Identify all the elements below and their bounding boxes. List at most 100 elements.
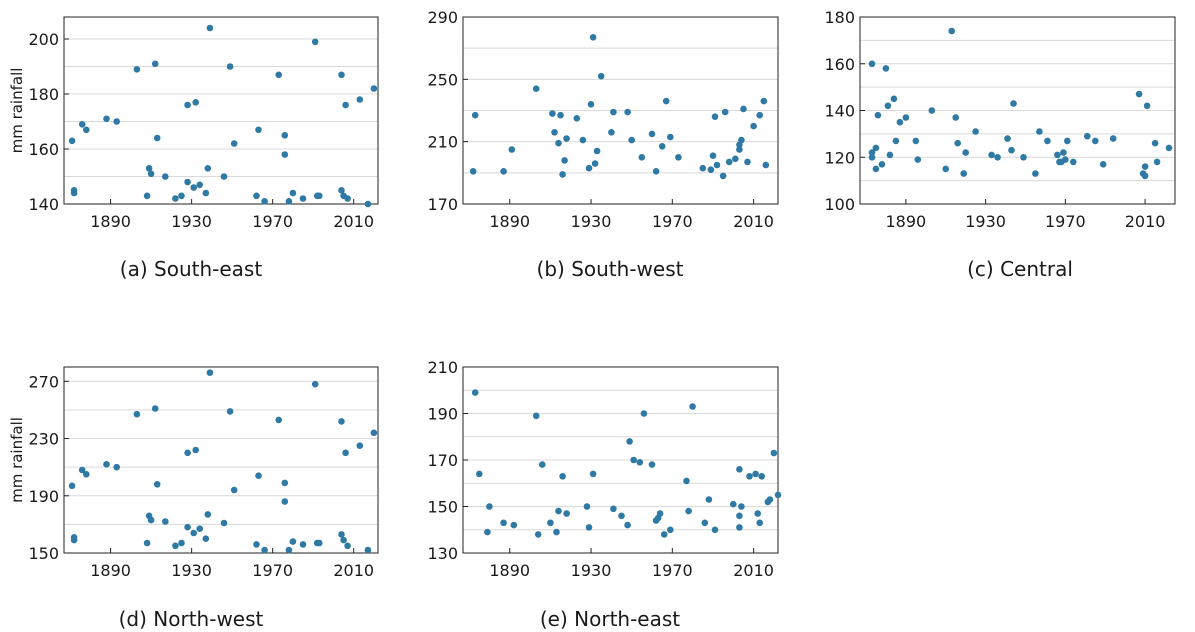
data-point bbox=[178, 192, 185, 200]
plot-frame bbox=[63, 366, 379, 554]
data-point bbox=[184, 523, 191, 531]
data-point bbox=[960, 170, 967, 177]
data-point bbox=[356, 96, 364, 103]
data-point bbox=[638, 154, 646, 161]
x-tick-label: 1890 bbox=[489, 212, 530, 231]
data-point bbox=[589, 470, 597, 478]
data-point bbox=[589, 34, 597, 41]
data-point bbox=[253, 541, 260, 548]
data-point bbox=[962, 149, 969, 156]
data-point bbox=[719, 172, 727, 180]
data-point bbox=[636, 459, 644, 466]
data-point bbox=[878, 161, 886, 168]
data-point bbox=[255, 126, 262, 134]
x-tick-label: 1930 bbox=[171, 561, 212, 580]
data-point bbox=[261, 546, 268, 554]
data-point bbox=[162, 518, 169, 525]
data-point bbox=[585, 164, 593, 172]
panel-caption: (e) North-east bbox=[540, 607, 680, 631]
data-point bbox=[78, 466, 86, 474]
data-point bbox=[370, 85, 378, 92]
data-point bbox=[192, 446, 199, 454]
data-point bbox=[147, 516, 155, 524]
data-point bbox=[230, 140, 238, 147]
data-point bbox=[510, 521, 518, 529]
data-point bbox=[872, 165, 880, 173]
data-point bbox=[178, 539, 185, 547]
data-point bbox=[202, 189, 210, 197]
data-point bbox=[204, 511, 212, 518]
x-tick-label: 1930 bbox=[965, 212, 1006, 231]
data-point bbox=[70, 536, 78, 544]
data-point bbox=[591, 160, 599, 167]
data-point bbox=[204, 165, 212, 172]
y-tick-label: 210 bbox=[427, 358, 458, 377]
data-point bbox=[338, 187, 345, 194]
data-point bbox=[972, 128, 979, 135]
chart-panel: 150 190 230 270 1890 1930 1970 2010 mm rainfall (… bbox=[8, 366, 379, 631]
data-point bbox=[1010, 100, 1017, 107]
data-point bbox=[683, 477, 690, 485]
data-point bbox=[484, 528, 491, 536]
data-point bbox=[196, 525, 203, 532]
data-point bbox=[952, 114, 959, 121]
data-point bbox=[770, 449, 778, 457]
data-point bbox=[685, 507, 692, 515]
data-point bbox=[758, 473, 765, 480]
data-point bbox=[760, 97, 768, 105]
data-point bbox=[736, 466, 743, 473]
data-point bbox=[532, 412, 540, 420]
chart-panel: 130 150 170 190 210 1890 1930 1970 2010 (e) North… bbox=[427, 358, 782, 631]
data-point bbox=[113, 118, 120, 125]
data-point bbox=[711, 113, 719, 120]
y-tick-label: 200 bbox=[28, 30, 59, 49]
data-point bbox=[667, 133, 674, 141]
data-point bbox=[656, 510, 664, 517]
data-point bbox=[709, 152, 717, 159]
data-point bbox=[746, 473, 753, 480]
data-point bbox=[738, 136, 745, 144]
data-point bbox=[78, 121, 86, 128]
data-point bbox=[1062, 156, 1069, 163]
data-point bbox=[628, 136, 635, 144]
data-point bbox=[559, 171, 566, 178]
data-point bbox=[886, 151, 894, 159]
y-tick-label: 160 bbox=[824, 55, 855, 74]
data-point bbox=[316, 192, 323, 200]
data-point bbox=[610, 108, 617, 116]
y-tick-label: 270 bbox=[28, 372, 59, 391]
data-point bbox=[230, 486, 238, 494]
data-point bbox=[1141, 172, 1149, 180]
data-point bbox=[1099, 161, 1107, 168]
data-point bbox=[689, 403, 696, 410]
data-point bbox=[299, 541, 307, 548]
y-tick-label: 230 bbox=[28, 430, 59, 449]
data-point bbox=[736, 146, 743, 153]
data-point bbox=[226, 408, 234, 415]
panel-caption: (b) South-west bbox=[537, 257, 684, 281]
data-point bbox=[1036, 128, 1043, 135]
data-point bbox=[285, 546, 293, 554]
x-tick-label: 1970 bbox=[652, 212, 693, 231]
chart-panel: 100 120 140 160 180 1890 1930 1970 2010 (c) Centr… bbox=[824, 8, 1176, 281]
data-point bbox=[281, 151, 289, 158]
data-point bbox=[151, 60, 159, 68]
data-point bbox=[954, 139, 961, 147]
data-point bbox=[868, 154, 876, 161]
data-point bbox=[912, 137, 920, 145]
data-point bbox=[626, 438, 633, 445]
y-axis-label: mm rainfall bbox=[8, 68, 26, 154]
data-point bbox=[190, 529, 197, 537]
data-point bbox=[579, 136, 587, 144]
data-point bbox=[147, 170, 155, 178]
data-point bbox=[1109, 135, 1117, 142]
panel-caption: (a) South-east bbox=[120, 257, 263, 281]
data-point bbox=[874, 111, 882, 119]
data-point bbox=[1084, 132, 1091, 140]
data-point bbox=[184, 449, 191, 457]
data-point bbox=[1141, 163, 1149, 170]
y-axis-label: mm rainfall bbox=[8, 417, 26, 503]
data-point bbox=[364, 546, 372, 554]
data-point bbox=[289, 189, 297, 197]
data-point bbox=[281, 498, 289, 505]
